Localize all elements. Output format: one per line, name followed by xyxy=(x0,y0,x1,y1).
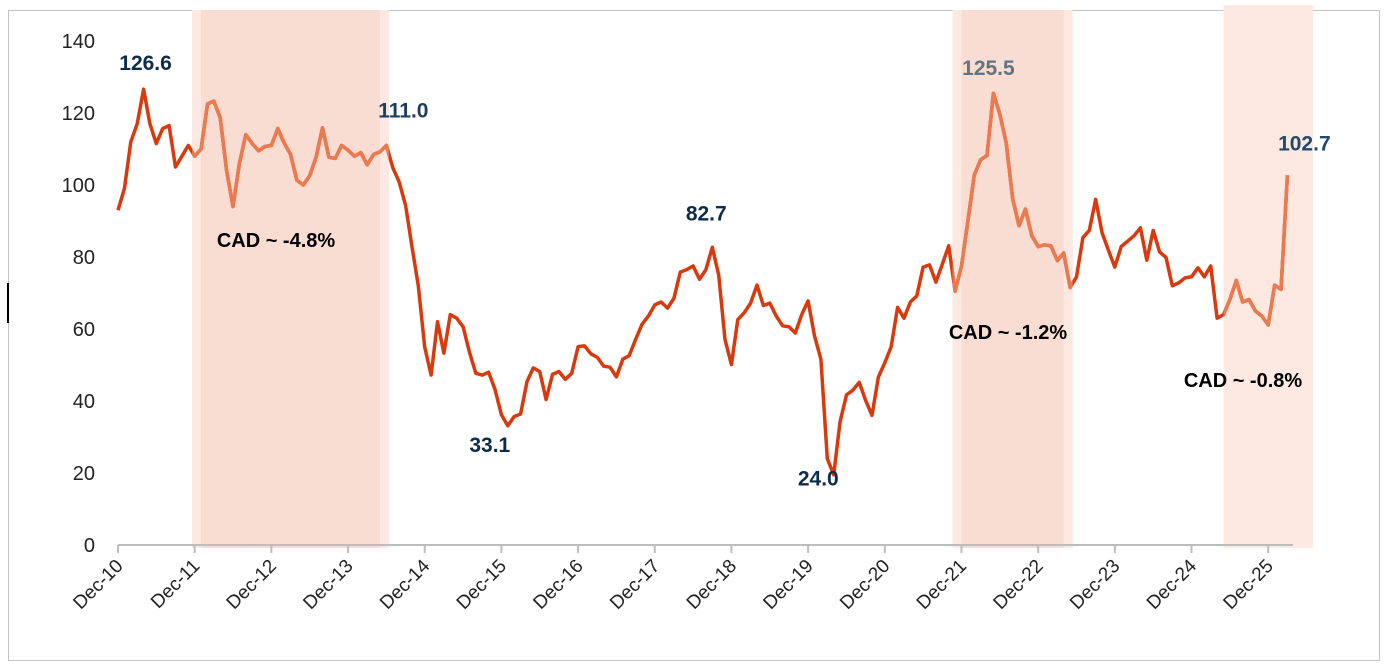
annotations: 126.6 111.0 33.1 82.7 24.0 125.5 102.7 CAD ~ -4… xyxy=(119,52,1330,490)
y-axis-tick-labels: 0 20 40 60 80 100 120 140 xyxy=(62,31,95,557)
y-tick-label: 0 xyxy=(84,535,95,557)
left-edge-marker xyxy=(7,283,9,323)
x-tick-label: Dec-17 xyxy=(606,556,664,614)
x-tick-label: Dec-13 xyxy=(299,556,357,614)
y-tick-label: 40 xyxy=(73,391,95,413)
y-tick-label: 80 xyxy=(73,247,95,269)
data-label: 126.6 xyxy=(119,52,172,75)
x-tick-label: Dec-15 xyxy=(453,556,511,614)
region-label: CAD ~ -4.8% xyxy=(217,230,336,252)
x-tick-label: Dec-10 xyxy=(69,556,127,614)
data-label: 102.7 xyxy=(1278,132,1331,155)
data-label: 125.5 xyxy=(962,57,1015,80)
data-label: 33.1 xyxy=(469,434,510,457)
x-tick-label: Dec-18 xyxy=(683,556,741,614)
shaded-region xyxy=(961,10,1064,548)
x-tick-label: Dec-20 xyxy=(836,556,894,614)
x-tick-label: Dec-12 xyxy=(223,556,281,614)
x-tick-label: Dec-19 xyxy=(759,556,817,614)
x-tick-label: Dec-11 xyxy=(147,556,204,613)
region-label: CAD ~ -0.8% xyxy=(1184,370,1303,392)
x-tick-label: Dec-25 xyxy=(1220,556,1278,614)
x-tick-label: Dec-16 xyxy=(529,556,587,614)
x-axis: Dec-10 Dec-11 Dec-12 Dec-13 Dec-14 Dec-15 Dec-… xyxy=(69,544,1293,614)
x-tick-label: Dec-14 xyxy=(376,555,434,613)
data-label: 82.7 xyxy=(686,202,727,225)
y-tick-label: 20 xyxy=(73,463,95,485)
x-tick-label: Dec-23 xyxy=(1066,556,1124,614)
chart-frame xyxy=(8,10,1380,661)
y-tick-label: 120 xyxy=(62,103,95,125)
y-tick-label: 140 xyxy=(62,31,95,53)
y-tick-label: 60 xyxy=(73,319,95,341)
x-tick-label: Dec-22 xyxy=(990,556,1048,614)
shaded-regions xyxy=(192,5,1313,548)
x-tick-label: Dec-21 xyxy=(913,556,971,614)
data-label: 24.0 xyxy=(798,468,839,491)
shaded-region xyxy=(1223,5,1313,548)
region-label: CAD ~ -1.2% xyxy=(949,322,1068,344)
x-tick-label: Dec-24 xyxy=(1143,555,1201,613)
data-label: 111.0 xyxy=(378,99,428,122)
y-tick-label: 100 xyxy=(62,175,95,197)
series-lines xyxy=(116,87,1290,477)
shaded-region xyxy=(201,10,380,548)
